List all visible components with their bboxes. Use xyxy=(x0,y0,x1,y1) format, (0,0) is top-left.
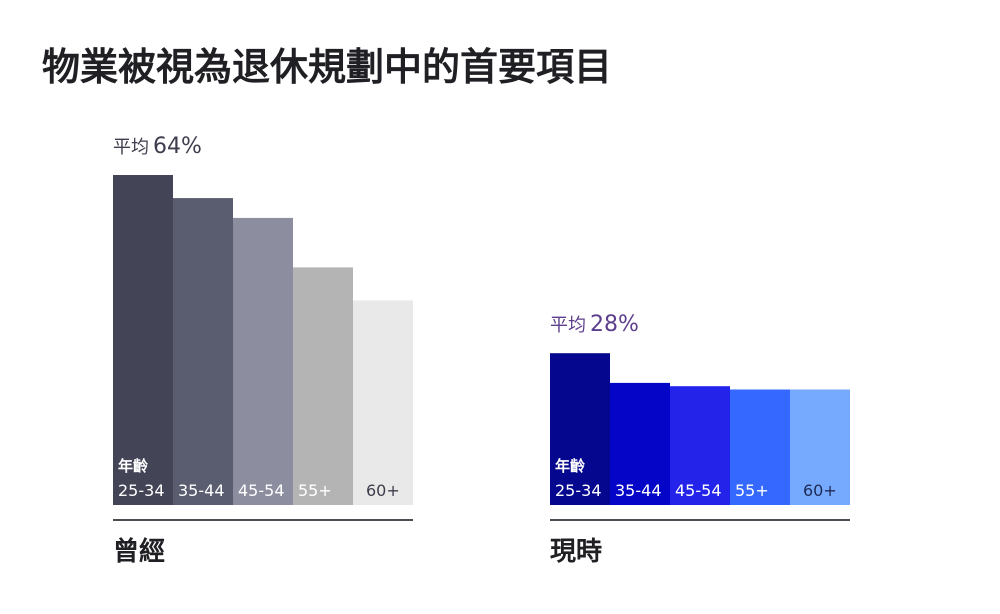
avg-value-before: 64% xyxy=(153,134,202,159)
bar-now-2 xyxy=(610,382,670,505)
age-tick-now-2: 35-44 xyxy=(615,481,662,500)
age-label-before: 年齡 xyxy=(118,457,148,475)
bar-now-5 xyxy=(790,389,850,505)
age-tick-now-1: 25-34 xyxy=(555,481,602,500)
bar-before-1 xyxy=(113,175,173,505)
group-label-before: 曾經 xyxy=(113,536,165,567)
age-tick-before-4: 55+ xyxy=(298,481,332,500)
bar-before-5 xyxy=(353,300,413,505)
age-tick-now-5: 60+ xyxy=(803,481,837,500)
bar-now-3 xyxy=(670,386,730,505)
bar-now-4 xyxy=(730,389,790,505)
age-tick-before-5: 60+ xyxy=(366,481,400,500)
age-tick-before-3: 45-54 xyxy=(238,481,285,500)
chart-title: 物業被視為退休規劃中的首要項目 xyxy=(42,45,613,89)
age-tick-now-4: 55+ xyxy=(735,481,769,500)
bar-before-4 xyxy=(293,267,353,505)
age-tick-before-1: 25-34 xyxy=(118,481,165,500)
age-label-now: 年齡 xyxy=(555,457,585,475)
group-label-now: 現時 xyxy=(550,537,602,567)
avg-value-now: 28% xyxy=(590,312,639,337)
bar-before-2 xyxy=(173,198,233,505)
age-tick-before-2: 35-44 xyxy=(178,481,225,500)
avg-prefix-now: 平均 xyxy=(550,315,586,336)
bar-now-1 xyxy=(550,353,610,505)
age-tick-now-3: 45-54 xyxy=(675,481,722,500)
avg-prefix-before: 平均 xyxy=(113,137,149,158)
bar-before-3 xyxy=(233,217,293,505)
